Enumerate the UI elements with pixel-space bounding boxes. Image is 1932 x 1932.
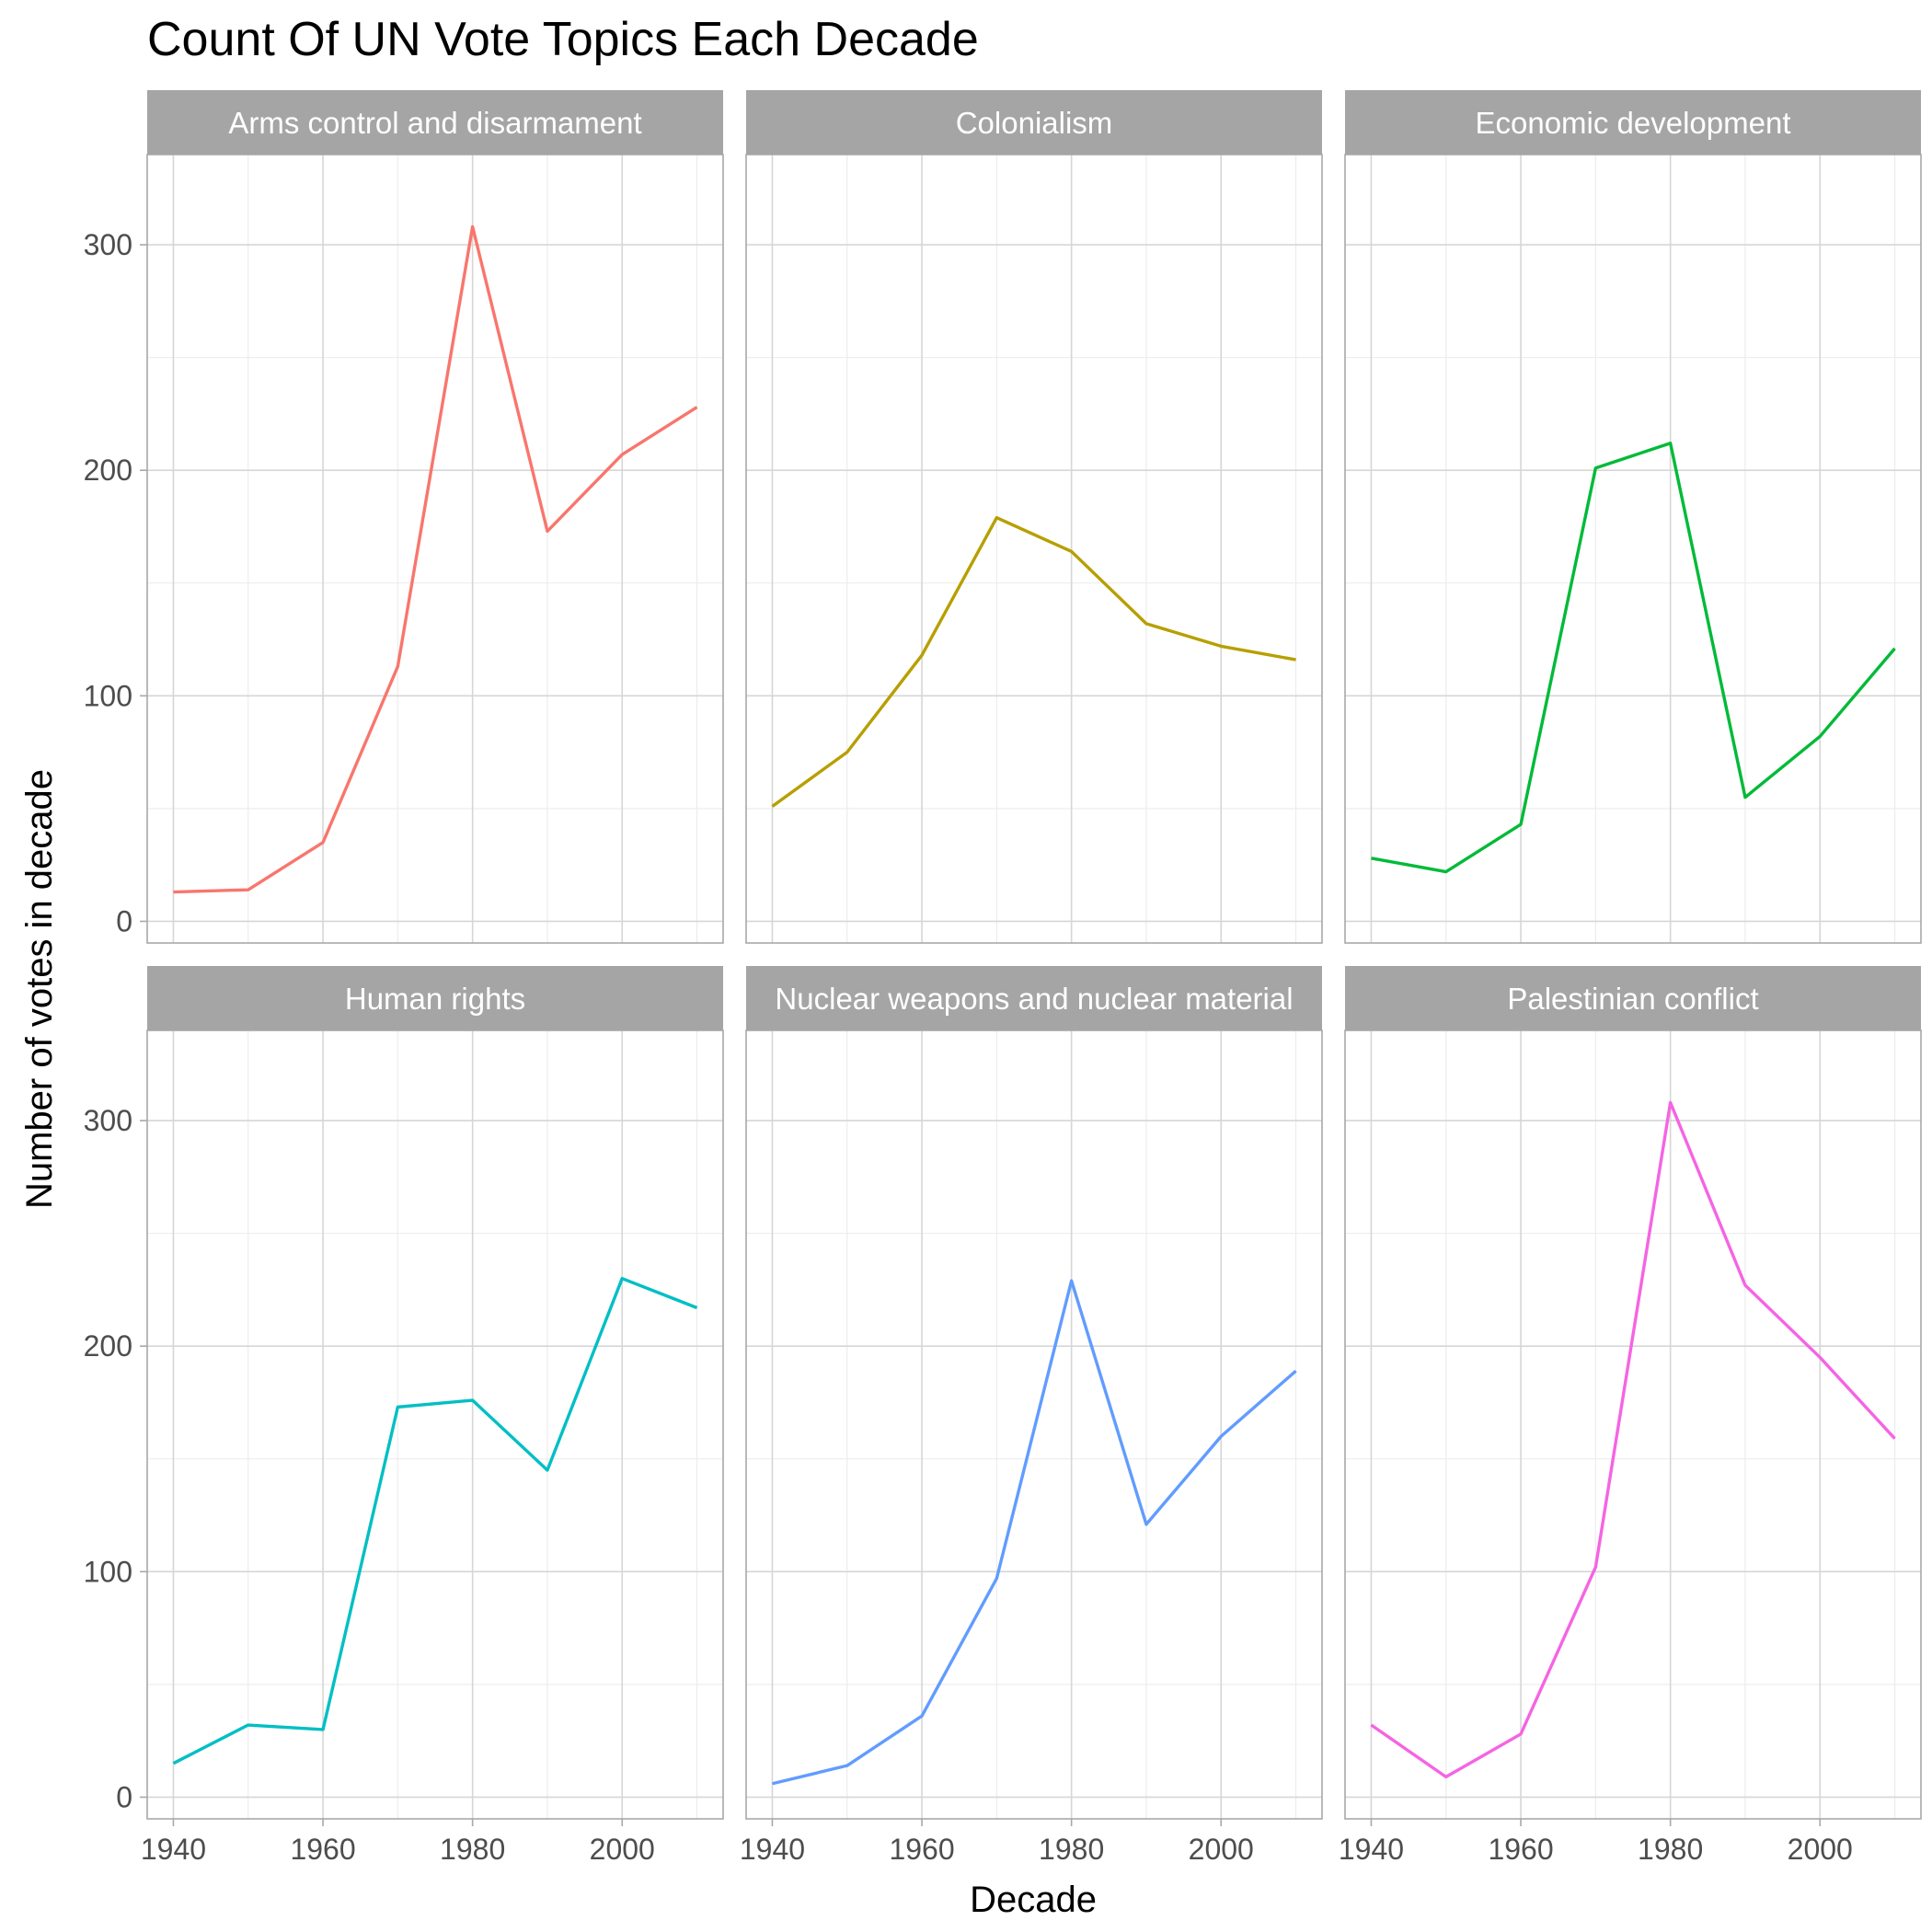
panel-border — [745, 154, 1323, 944]
x-tick-label: 1980 — [440, 1833, 505, 1866]
facet-strip-label: Nuclear weapons and nuclear material — [775, 982, 1293, 1016]
series-line — [172, 1276, 698, 1765]
facet-strip-label: Economic development — [1475, 106, 1790, 140]
x-tick-label: 1940 — [1339, 1833, 1404, 1866]
facet-panels: Arms control and disarmament 0 100 200 300 Co… — [84, 90, 1922, 1866]
x-tick-label: 1980 — [1638, 1833, 1703, 1866]
x-tick-label: 1940 — [141, 1833, 206, 1866]
y-tick-label: 100 — [84, 679, 132, 712]
y-tick-label: 0 — [116, 1780, 132, 1813]
facet-strip-label: Arms control and disarmament — [228, 106, 641, 140]
facet-strip — [746, 90, 1322, 155]
y-tick-label: 0 — [116, 904, 132, 937]
series-line — [173, 224, 698, 894]
panel-border — [1344, 154, 1922, 944]
x-tick-label: 2000 — [1788, 1833, 1853, 1866]
y-tick-label: 300 — [84, 228, 132, 261]
panel-border — [146, 154, 724, 944]
x-tick-label: 1940 — [740, 1833, 805, 1866]
facet-panel: Nuclear weapons and nuclear material 1940… — [740, 966, 1323, 1866]
y-axis-title: Number of votes in decade — [19, 769, 60, 1209]
x-axis-title: Decade — [970, 1880, 1097, 1920]
facet-strip — [1345, 90, 1921, 155]
series-line — [1370, 1100, 1896, 1779]
y-tick-label: 200 — [84, 454, 132, 487]
facet-strip — [1345, 966, 1921, 1030]
x-tick-label: 2000 — [590, 1833, 655, 1866]
facet-strip-label: Human rights — [345, 982, 525, 1016]
series-line — [1371, 442, 1896, 874]
facet-panel: Colonialism — [745, 90, 1323, 944]
facet-strip — [147, 90, 723, 155]
facet-strip — [147, 966, 723, 1030]
facet-strip — [746, 966, 1322, 1030]
x-tick-label: 1960 — [889, 1833, 954, 1866]
y-tick-label: 200 — [84, 1329, 132, 1363]
y-tick-label: 300 — [84, 1104, 132, 1137]
facet-panel: Economic development — [1344, 90, 1922, 944]
x-tick-label: 1960 — [1488, 1833, 1553, 1866]
series-line — [772, 1279, 1297, 1786]
panel-border — [146, 1029, 724, 1820]
facet-panel: Human rights 0 100 200 300 1940 1960 1980 2000 — [84, 966, 724, 1866]
x-tick-label: 1980 — [1039, 1833, 1104, 1866]
facet-panel: Arms control and disarmament 0 100 200 300 — [84, 90, 724, 944]
chart-title: Count Of UN Vote Topics Each Decade — [147, 13, 979, 66]
panel-border — [1344, 1029, 1922, 1820]
series-line — [771, 515, 1296, 808]
y-tick-label: 100 — [84, 1555, 132, 1588]
x-tick-label: 2000 — [1189, 1833, 1254, 1866]
facet-strip-label: Colonialism — [956, 106, 1113, 140]
x-tick-label: 1960 — [290, 1833, 355, 1866]
facet-panel: Palestinian conflict 1940 1960 1980 2000 — [1339, 966, 1922, 1866]
facet-strip-label: Palestinian conflict — [1507, 982, 1758, 1016]
